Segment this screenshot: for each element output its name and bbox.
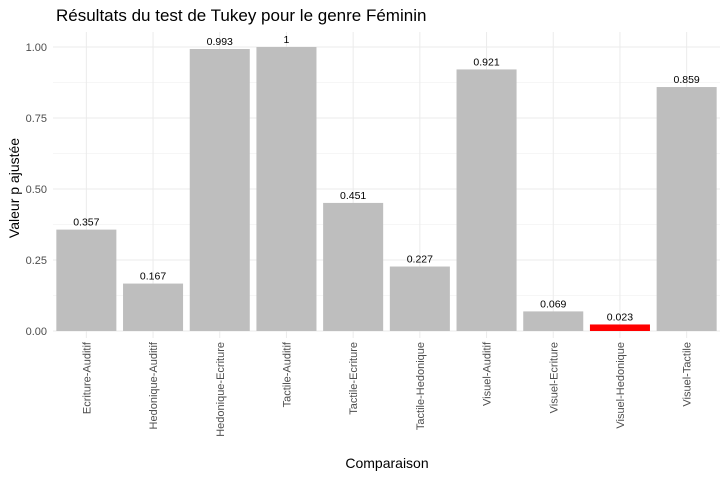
- bar-layer: [56, 47, 717, 331]
- data-label: 0.023: [607, 311, 633, 323]
- y-tick-label: 0.00: [26, 326, 47, 338]
- data-label: 0.357: [73, 217, 99, 229]
- x-tick-label: Visuel-Tactile: [682, 342, 694, 407]
- x-tick-label: Ecriture-Auditif: [81, 341, 93, 414]
- bar-visuel-auditif: [456, 69, 517, 331]
- x-tick-label: Hedonique-Ecriture: [215, 342, 227, 437]
- data-label: 0.227: [407, 254, 433, 266]
- bar-ecriture-auditif: [56, 229, 117, 331]
- x-axis-title: Comparaison: [345, 455, 428, 471]
- x-tick-label: Hedonique-Auditif: [148, 341, 160, 429]
- x-axis-ticks: Ecriture-Auditif Hedonique-Auditif Hedoniq…: [81, 341, 693, 437]
- bar-visuel-ecriture: [523, 311, 584, 331]
- bar-hedonique-auditif: [123, 283, 184, 331]
- data-label: 0.859: [674, 74, 700, 86]
- y-axis-ticks: 0.00 0.25 0.50 0.75 1.00: [26, 42, 47, 338]
- data-label: 0.921: [473, 56, 499, 68]
- data-label: 1: [284, 34, 290, 46]
- bar-tactile-auditif: [256, 47, 317, 331]
- bar-visuel-hedonique: [589, 324, 650, 331]
- x-tick-label: Visuel-Hedonique: [615, 342, 627, 429]
- data-label: 0.451: [340, 190, 366, 202]
- x-tick-label: Tactile-Ecriture: [348, 342, 360, 415]
- x-tick-label: Visuel-Auditif: [482, 341, 494, 406]
- x-tick-label: Tactile-Hedonique: [415, 342, 427, 430]
- y-tick-label: 0.50: [26, 184, 47, 196]
- bar-tactile-ecriture: [323, 202, 384, 331]
- chart-title: Résultats du test de Tukey pour le genre…: [56, 6, 427, 25]
- y-tick-label: 0.25: [26, 255, 47, 267]
- bar-tactile-hedonique: [389, 266, 450, 331]
- x-tick-label: Tactile-Auditif: [281, 341, 293, 407]
- data-label-layer: 0.357 0.167 0.993 1 0.451 0.227 0.921 0.069 0.02…: [73, 34, 700, 323]
- x-tick-label: Visuel-Ecriture: [548, 342, 560, 413]
- bar-hedonique-ecriture: [189, 48, 250, 331]
- data-label: 0.167: [140, 271, 166, 283]
- y-tick-label: 1.00: [26, 42, 47, 54]
- y-axis-title: Valeur p ajustée: [6, 138, 22, 238]
- y-tick-label: 0.75: [26, 113, 47, 125]
- data-label: 0.993: [207, 36, 233, 48]
- bar-visuel-tactile: [656, 87, 717, 331]
- data-label: 0.069: [540, 298, 566, 310]
